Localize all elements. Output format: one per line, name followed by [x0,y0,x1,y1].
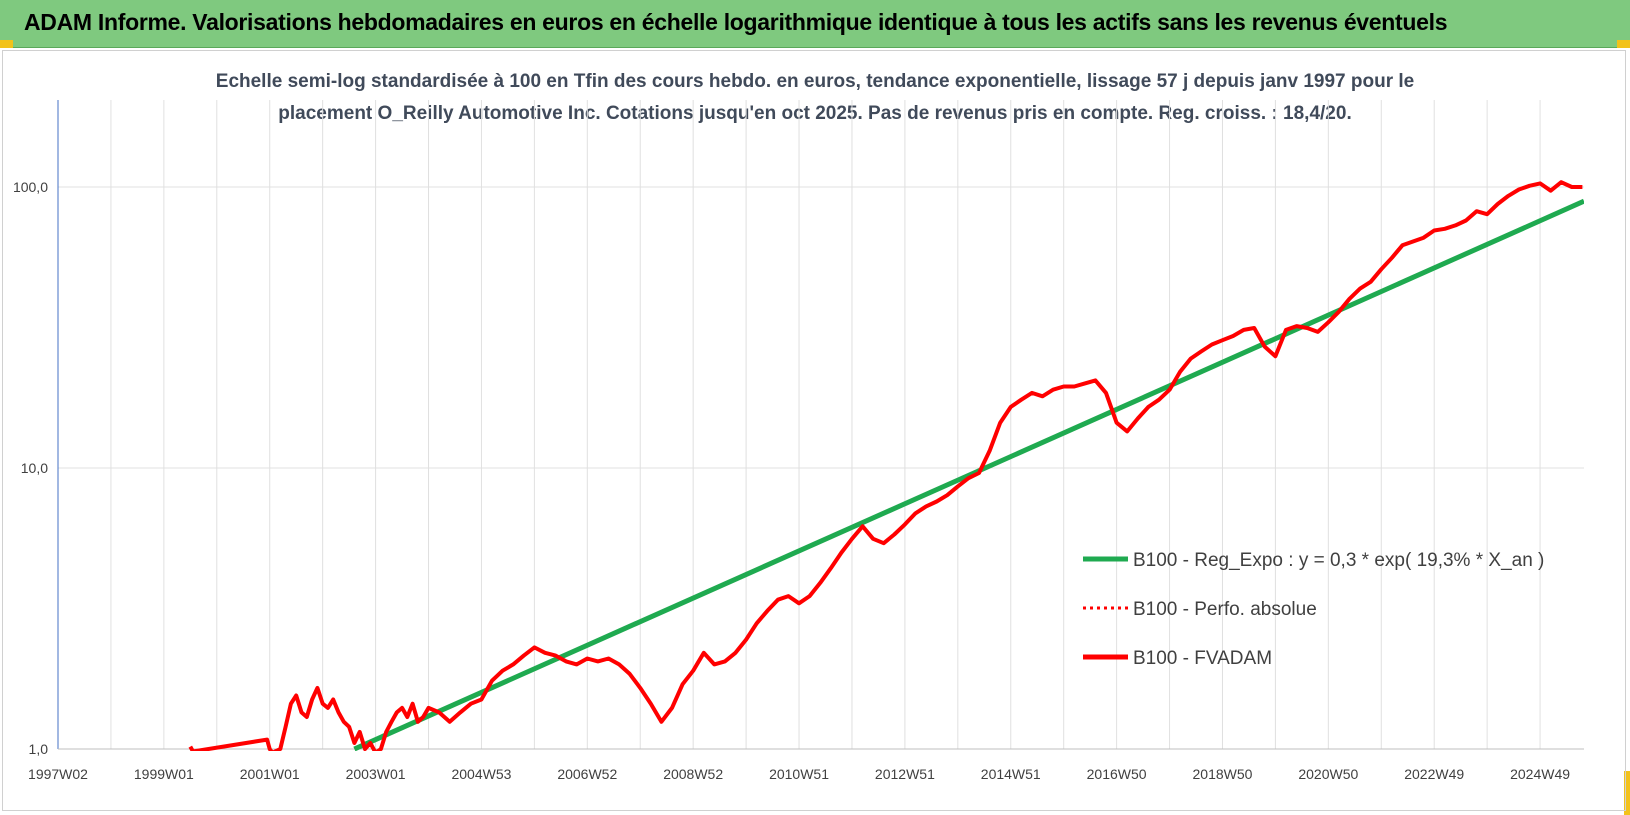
grid-layer [58,100,1584,750]
y-tick-label: 10,0 [21,460,48,476]
x-tick-label: 2012W51 [875,766,935,782]
series-layer [188,180,1584,751]
x-tick-label: 2024W49 [1510,766,1570,782]
chart-frame [2,50,1626,811]
chart-title-line1: Echelle semi-log standardisée à 100 en T… [215,71,1415,92]
corner-accent-right [1617,40,1630,48]
y-tick-label: 1,0 [29,741,49,757]
x-tick-label: 2010W51 [769,766,829,782]
x-tick-label: 2014W51 [981,766,1041,782]
legend-label: B100 - Perfo. absolue [1133,599,1317,620]
legend-label: B100 - Reg_Expo : y = 0,3 * exp( 19,3% *… [1133,550,1544,571]
legend-label: B100 - FVADAM [1133,648,1272,669]
series-line-fvadam [188,180,1583,751]
page-title: ADAM Informe. Valorisations hebdomadaire… [24,9,1448,35]
legend: B100 - Reg_Expo : y = 0,3 * exp( 19,3% *… [1083,550,1544,669]
x-tick-label: 2020W50 [1298,766,1358,782]
title-bar: ADAM Informe. Valorisations hebdomadaire… [0,0,1630,48]
y-tick-label: 100,0 [13,179,48,195]
x-tick-label: 2004W53 [451,766,511,782]
x-tick-label: 2018W50 [1193,766,1253,782]
chart-title-line2: placement O_Reilly Automotive Inc. Cotat… [278,103,1352,124]
corner-accent-left [0,40,13,48]
x-tick-label: 1999W01 [134,766,194,782]
series-line-reg-expo [353,198,1584,751]
x-tick-label: 2022W49 [1404,766,1464,782]
x-tick-label: 2008W52 [663,766,723,782]
x-tick-label: 2016W50 [1087,766,1147,782]
corner-accent-bottom [1624,771,1630,815]
x-tick-label: 2001W01 [240,766,300,782]
x-tick-label: 2006W52 [557,766,617,782]
x-tick-label: 1997W02 [28,766,88,782]
x-tick-label: 2003W01 [346,766,406,782]
axis-layer: 1,0 10,0 100,0 1997W02 1999W01 2001W01 2003W01… [13,100,1584,782]
